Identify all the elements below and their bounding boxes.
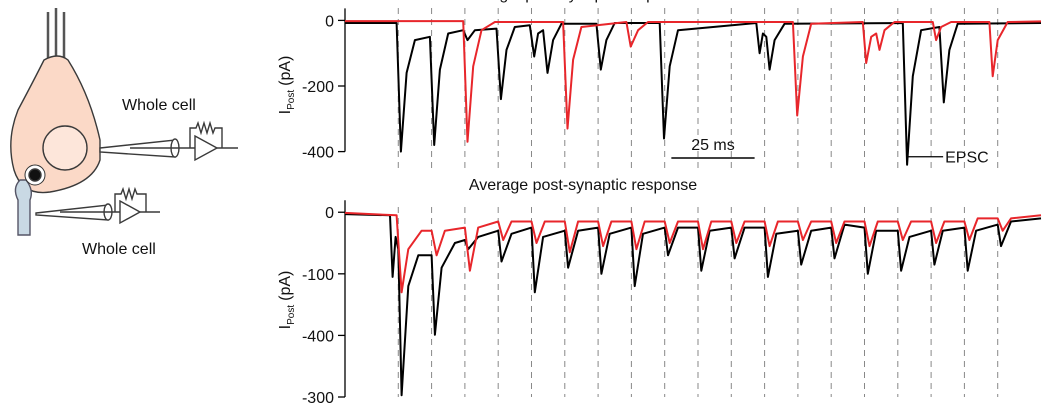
y-tick-label: -400 (302, 145, 334, 162)
y-axis-label-part: Post (286, 305, 297, 325)
chart-title: Single post-synaptic response (476, 0, 690, 3)
trace (345, 22, 1042, 166)
y-tick-label: -300 (302, 390, 334, 407)
diagram-label: Whole cell (82, 241, 156, 258)
trace (345, 20, 1042, 143)
y-axis-label: IPost (pA) (277, 271, 297, 330)
y-axis-label-part: Post (286, 90, 297, 110)
y-axis-label-part: (pA) (277, 271, 294, 301)
annotation: EPSC (945, 150, 989, 167)
y-axis-label-part: (pA) (277, 56, 294, 86)
chart-title: Average post-synaptic response (469, 177, 697, 194)
trace (344, 213, 1042, 397)
y-tick-label: -400 (302, 328, 334, 345)
y-axis-label-part: I (277, 110, 294, 114)
y-axis-label-part: I (277, 325, 294, 329)
y-tick-label: 0 (325, 13, 334, 30)
diagram-label: Whole cell (122, 97, 196, 114)
y-axis-label: IPost (pA) (277, 56, 297, 115)
y-tick-label: 0 (325, 205, 334, 222)
y-tick-label: -200 (302, 79, 334, 96)
y-tick-label: -100 (302, 267, 334, 284)
cell-diagram (10, 8, 238, 236)
trace (344, 211, 1042, 294)
scale-bar-label: 25 ms (691, 137, 735, 154)
